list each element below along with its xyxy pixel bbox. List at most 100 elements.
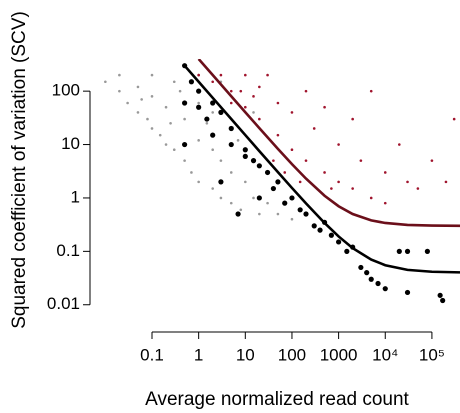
point [330, 187, 333, 190]
point [337, 143, 340, 146]
point [164, 105, 168, 109]
point [290, 217, 294, 221]
point [211, 111, 214, 114]
point [252, 111, 255, 114]
point [404, 289, 411, 296]
point [276, 101, 280, 105]
point [211, 187, 214, 190]
point [196, 88, 202, 94]
point [229, 89, 233, 93]
point [272, 159, 275, 162]
point [312, 127, 316, 130]
point [210, 132, 216, 138]
point [298, 180, 302, 184]
point [252, 196, 255, 200]
plot-area [104, 59, 460, 304]
y-tick-label: 0.1 [56, 241, 80, 260]
point [150, 73, 154, 77]
fit-curve [183, 64, 460, 274]
point [146, 117, 149, 121]
point [396, 248, 402, 254]
y-tick-label: 1 [71, 187, 80, 206]
point [369, 89, 373, 93]
point [197, 101, 200, 105]
point [169, 122, 172, 125]
point [140, 98, 143, 101]
point [337, 180, 340, 184]
x-tick-label: 10⁴ [372, 345, 398, 364]
point [242, 147, 248, 153]
point [359, 159, 363, 162]
x-axis-title: Average normalized read count [145, 389, 409, 410]
point [258, 212, 261, 216]
point [183, 159, 186, 162]
point [266, 201, 269, 205]
point [297, 207, 303, 213]
point [211, 148, 214, 152]
point [188, 79, 195, 85]
point [336, 239, 342, 245]
point [406, 180, 409, 184]
point [358, 264, 364, 271]
point [239, 208, 243, 212]
point [182, 100, 188, 106]
y-tick-label: 10 [61, 134, 80, 153]
y-tick-label: 100 [52, 81, 80, 100]
point [172, 80, 176, 84]
point [323, 171, 326, 174]
point [211, 80, 214, 84]
point [205, 122, 209, 125]
point [303, 211, 309, 217]
point [369, 196, 373, 200]
point [404, 248, 411, 254]
y-axis-title: Squared coefficient of variation (SCV) [9, 11, 30, 329]
point [344, 248, 350, 254]
point [311, 223, 317, 229]
point [304, 89, 308, 93]
point [351, 187, 354, 190]
point [136, 111, 140, 114]
point [416, 187, 420, 190]
point [197, 180, 200, 184]
point [252, 95, 255, 98]
x-tick-label: 10 [236, 345, 255, 364]
point [182, 141, 188, 148]
point [452, 117, 456, 121]
point [172, 148, 176, 152]
point [383, 201, 387, 205]
point [190, 171, 193, 174]
point [351, 117, 354, 121]
point [430, 159, 434, 162]
point [244, 180, 247, 184]
point [398, 143, 401, 146]
point [229, 201, 233, 205]
point [136, 85, 140, 89]
point [197, 139, 200, 142]
point [323, 105, 326, 109]
point [118, 73, 121, 77]
point [317, 227, 323, 233]
point [258, 117, 261, 121]
point [290, 148, 294, 152]
x-tick-label: 1000 [320, 345, 358, 364]
point [118, 89, 121, 93]
point [250, 158, 257, 164]
point [244, 105, 247, 109]
point [266, 73, 269, 77]
point [236, 139, 240, 142]
x-tick-label: 0.1 [140, 345, 164, 364]
point [328, 232, 334, 238]
x-tick-label: 100 [278, 345, 306, 364]
point [256, 163, 262, 169]
point [244, 73, 247, 77]
point [218, 109, 224, 115]
point [218, 179, 224, 185]
point [229, 171, 233, 174]
point [235, 211, 241, 217]
point [382, 286, 388, 292]
point [368, 276, 374, 282]
point [242, 153, 248, 159]
point [264, 169, 271, 176]
point [304, 159, 308, 162]
point [424, 248, 430, 254]
